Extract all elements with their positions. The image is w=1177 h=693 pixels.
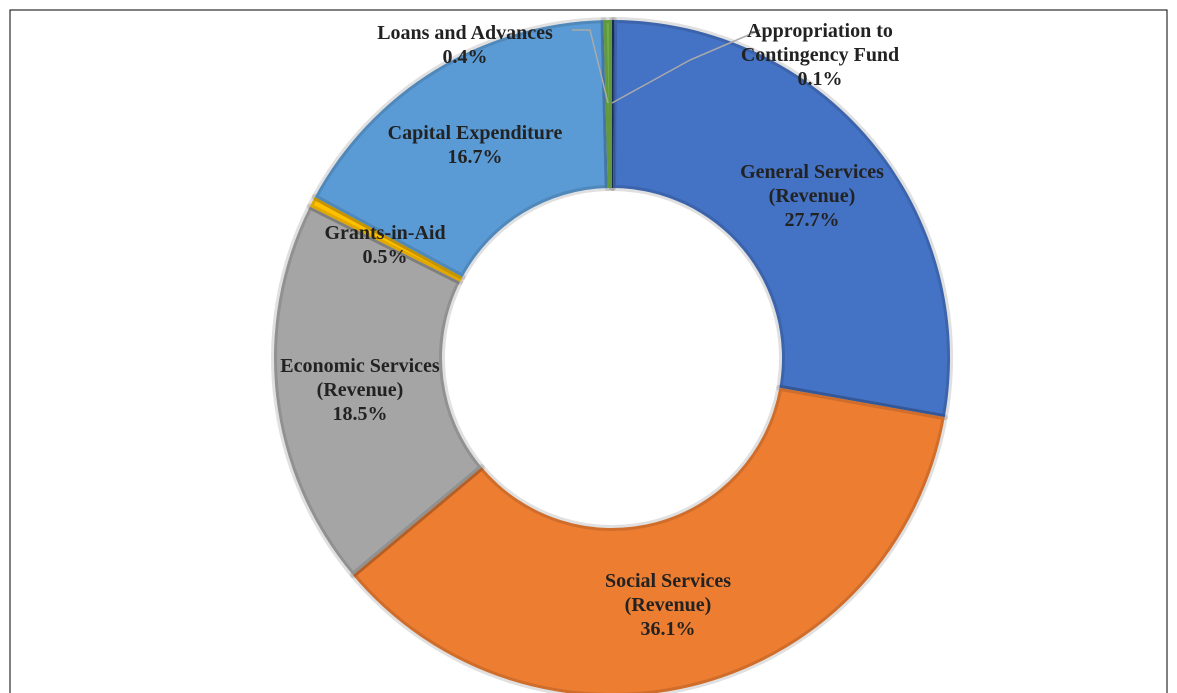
slice xyxy=(609,17,618,192)
slice xyxy=(306,194,466,285)
category-label: Capital Expenditure xyxy=(387,122,563,144)
value-label: 16.7% xyxy=(447,146,503,168)
slice-label: Appropriation to Contingency Fund 0.1% xyxy=(715,19,925,91)
value-label: 0.1% xyxy=(797,68,843,90)
slice-label: Economic Services (Revenue) 18.5% xyxy=(255,354,465,426)
slice-label: General Services (Revenue) 27.7% xyxy=(717,160,907,232)
frame xyxy=(9,9,1168,693)
slice xyxy=(600,17,615,192)
value-label: 18.5% xyxy=(332,403,388,425)
slice xyxy=(349,384,948,693)
category-label: Loans and Advances xyxy=(377,22,553,44)
slice-label: Capital Expenditure 16.7% xyxy=(345,121,605,169)
value-label: 27.7% xyxy=(784,209,840,231)
slice-label: Social Services (Revenue) 36.1% xyxy=(573,569,763,641)
category-label: Economic Services (Revenue) xyxy=(280,355,440,401)
slice xyxy=(271,203,485,579)
value-label: 0.5% xyxy=(362,246,408,268)
leader-line xyxy=(572,29,609,104)
leader-line xyxy=(611,29,761,104)
value-label: 36.1% xyxy=(640,618,696,640)
slice xyxy=(311,17,611,281)
category-label: Social Services (Revenue) xyxy=(604,570,732,616)
category-label: General Services (Revenue) xyxy=(740,161,884,207)
slice-label: Loans and Advances 0.4% xyxy=(335,21,595,69)
slice xyxy=(610,17,953,421)
category-label: Appropriation to Contingency Fund xyxy=(740,20,900,66)
category-label: Grants-in-Aid xyxy=(324,222,446,244)
slice-label: Grants-in-Aid 0.5% xyxy=(285,221,485,269)
value-label: 0.4% xyxy=(442,46,488,68)
